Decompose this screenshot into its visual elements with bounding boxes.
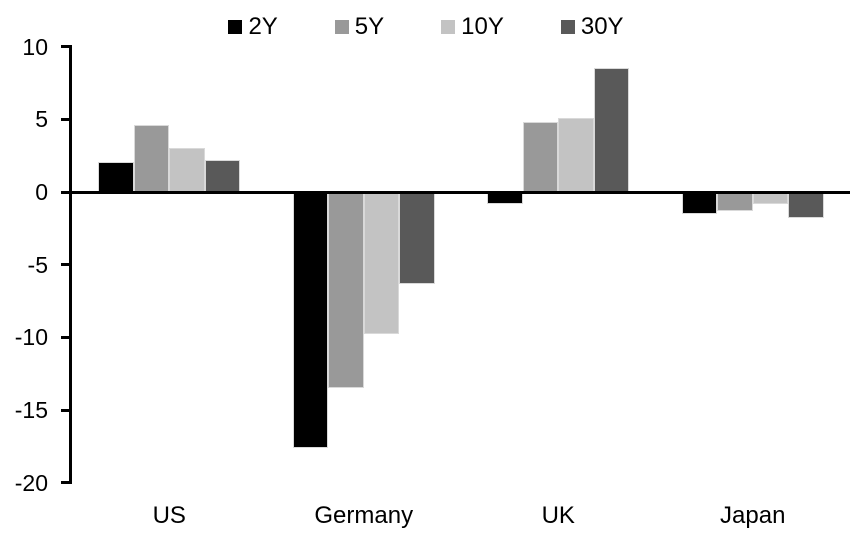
y-tick-mark bbox=[61, 335, 72, 339]
legend-swatch-icon bbox=[441, 20, 456, 34]
category-label-japan: Japan bbox=[720, 502, 786, 529]
bar-uk-10y bbox=[558, 117, 594, 193]
bar-germany-2y bbox=[292, 192, 329, 448]
y-tick-label: -20 bbox=[14, 469, 48, 496]
bar-japan-30y bbox=[788, 192, 824, 219]
bar-uk-5y bbox=[522, 122, 559, 193]
bar-japan-5y bbox=[717, 192, 753, 211]
category-label-germany: Germany bbox=[314, 502, 414, 529]
y-tick-label: -10 bbox=[14, 324, 48, 351]
bar-japan-10y bbox=[752, 192, 789, 204]
bar-us-30y bbox=[204, 160, 241, 193]
y-tick-mark bbox=[61, 190, 72, 194]
y-tick-mark bbox=[61, 481, 72, 485]
y-tick-label: -15 bbox=[14, 397, 48, 424]
legend-swatch-icon bbox=[334, 20, 349, 34]
bar-germany-5y bbox=[328, 192, 364, 389]
bar-germany-10y bbox=[363, 192, 400, 335]
legend-item-5y: 5Y bbox=[334, 13, 385, 40]
category-label-us: US bbox=[152, 502, 186, 529]
bar-us-10y bbox=[169, 148, 205, 193]
legend-label: 30Y bbox=[580, 13, 624, 40]
bar-us-2y bbox=[98, 161, 134, 193]
y-tick-mark bbox=[61, 117, 72, 121]
y-tick-mark bbox=[61, 263, 72, 267]
bar-uk-30y bbox=[593, 68, 630, 192]
legend-item-10y: 10Y bbox=[441, 15, 504, 39]
legend-item-30y: 30Y bbox=[560, 13, 624, 40]
legend-label: 2Y bbox=[248, 13, 278, 40]
zero-baseline bbox=[69, 190, 850, 194]
legend-item-2y: 2Y bbox=[228, 13, 278, 40]
legend-label: 5Y bbox=[354, 13, 385, 40]
y-tick-label: 10 bbox=[22, 33, 48, 60]
y-tick-label: 0 bbox=[35, 179, 48, 206]
bar-japan-2y bbox=[681, 192, 718, 214]
category-label-uk: UK bbox=[541, 502, 575, 529]
y-tick-mark bbox=[61, 408, 72, 412]
y-tick-label: -5 bbox=[27, 251, 48, 278]
legend-label: 10Y bbox=[461, 13, 504, 40]
bar-germany-30y bbox=[399, 192, 435, 284]
legend-swatch-icon bbox=[228, 20, 243, 34]
bar-uk-2y bbox=[487, 192, 523, 204]
y-tick-label: 5 bbox=[35, 106, 48, 133]
y-tick-mark bbox=[61, 45, 72, 49]
chart-legend: 2Y 5Y 10Y 30Y bbox=[0, 15, 852, 39]
bar-us-5y bbox=[133, 125, 170, 193]
legend-swatch-icon bbox=[560, 20, 575, 34]
